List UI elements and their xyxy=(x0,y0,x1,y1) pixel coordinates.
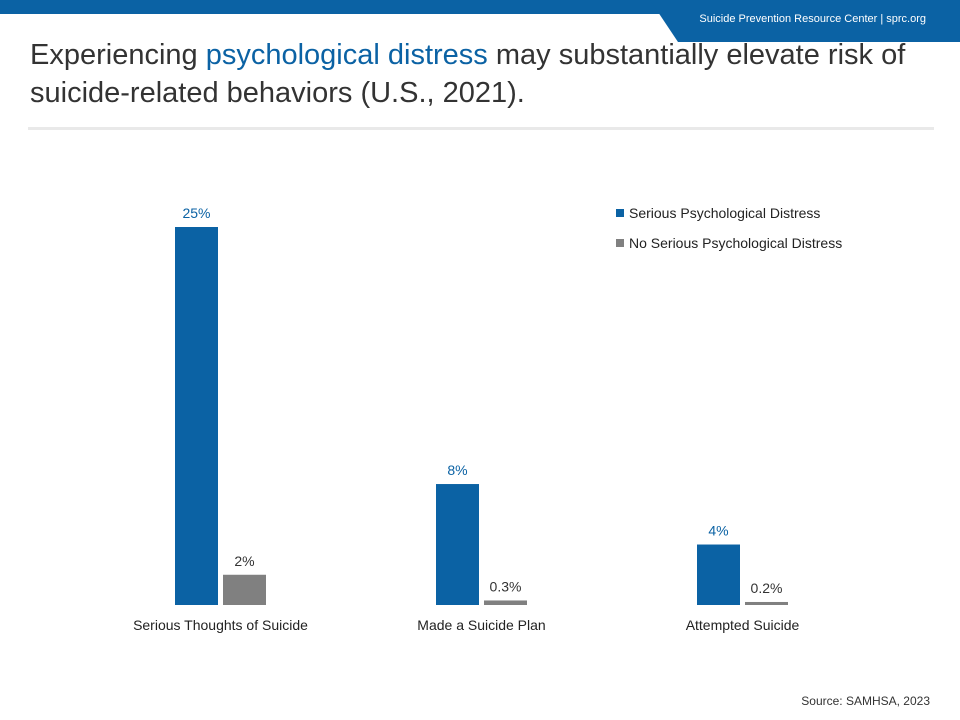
data-label: 2% xyxy=(234,553,254,569)
title-highlight: psychological distress xyxy=(205,39,488,71)
bar-distress-1 xyxy=(436,484,479,605)
bar-no-distress-0 xyxy=(223,574,266,605)
bar-distress-2 xyxy=(697,544,740,605)
data-label: 4% xyxy=(708,523,728,539)
category-label: Attempted Suicide xyxy=(686,617,800,633)
legend-label-distress: Serious Psychological Distress xyxy=(629,205,820,221)
data-label: 8% xyxy=(447,462,467,478)
org-label: Suicide Prevention Resource Center | spr… xyxy=(699,13,926,25)
bar-no-distress-1 xyxy=(484,600,527,605)
bar-distress-0 xyxy=(175,227,218,605)
category-label: Made a Suicide Plan xyxy=(417,617,545,633)
title-suffix: may substantially elevate risk of suicid… xyxy=(30,39,906,109)
org-banner xyxy=(650,0,960,42)
data-label: 0.3% xyxy=(490,578,522,594)
title-divider xyxy=(28,127,934,130)
page-title: Experiencing psychological distress may … xyxy=(30,36,930,112)
source-note: Source: SAMHSA, 2023 xyxy=(801,694,930,708)
legend-swatch-no-distress xyxy=(616,239,624,247)
legend-label-no-distress: No Serious Psychological Distress xyxy=(629,235,842,251)
data-label: 0.2% xyxy=(751,580,783,596)
bar-no-distress-2 xyxy=(745,601,788,605)
title-prefix: Experiencing xyxy=(30,39,206,71)
data-label: 25% xyxy=(182,205,210,221)
legend-swatch-distress xyxy=(616,209,624,217)
category-label: Serious Thoughts of Suicide xyxy=(133,617,308,633)
